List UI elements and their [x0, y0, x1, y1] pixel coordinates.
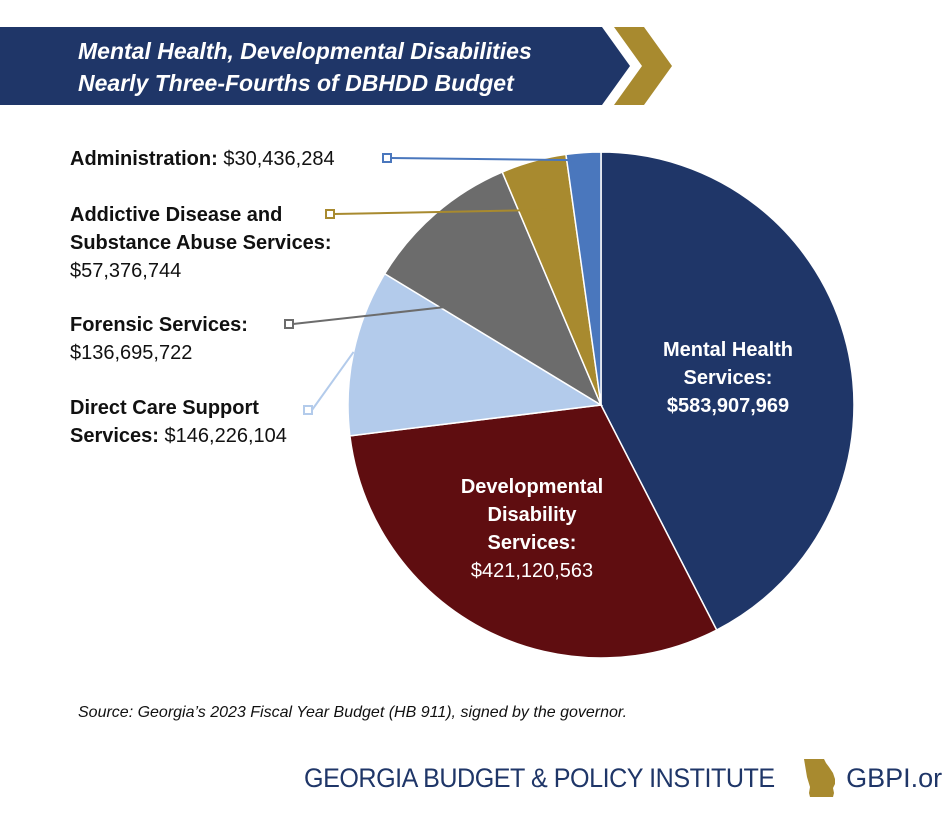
label-addictive-value: $57,376,744	[70, 260, 182, 282]
title-line-2: Nearly Three-Fourths of DBHDD Budget	[78, 70, 514, 96]
label-mental-health-name-1: Mental Health	[662, 339, 794, 361]
leader-line-administration	[390, 157, 585, 162]
label-addictive-name-2: Substance Abuse Services:	[70, 232, 332, 254]
leader-line-addictive-disease	[333, 208, 548, 215]
pie-chart	[284, 151, 855, 659]
label-administration-name: Administration:	[70, 148, 218, 170]
label-developmental-disability: Developmental Disability Services: $421,…	[432, 473, 632, 585]
label-addictive-name-1: Addictive Disease and	[70, 204, 283, 226]
org-url: GBPI.org	[846, 762, 942, 793]
label-direct-care: Direct Care Support Services: $146,226,1…	[70, 394, 287, 450]
leader-marker-administration	[382, 153, 392, 163]
pie-slice-forensic	[383, 171, 603, 407]
leader-marker-forensic	[284, 319, 294, 329]
label-mental-health-value: $583,907,969	[666, 395, 790, 417]
leader-line-forensic	[292, 298, 511, 325]
label-forensic: Forensic Services: $136,695,722	[70, 311, 248, 367]
pie-slice-direct-care	[347, 272, 604, 437]
pie-slice-administration	[565, 151, 602, 406]
source-note: Source: Georgia’s 2023 Fiscal Year Budge…	[78, 704, 628, 721]
leader-marker-addictive-disease	[325, 209, 335, 219]
title-banner	[0, 27, 672, 105]
title-line-1: Mental Health, Developmental Disabilitie…	[78, 38, 532, 64]
georgia-state-icon	[804, 759, 836, 797]
label-administration: Administration: $30,436,284	[70, 145, 335, 173]
label-mental-health: Mental Health Services: $583,907,969	[628, 336, 828, 420]
pie-slice-mental-health	[600, 151, 855, 632]
label-forensic-name: Forensic Services:	[70, 314, 248, 336]
label-developmental-name-1: Developmental	[460, 476, 604, 498]
label-direct-care-name-1: Direct Care Support	[70, 397, 259, 419]
leader-line-direct-care	[311, 351, 355, 411]
leader-marker-direct-care	[303, 405, 313, 415]
footer-branding: GEORGIA BUDGET & POLICY INSTITUTE GBPI.o…	[304, 753, 942, 803]
pie-slice-developmental-disability	[349, 404, 718, 659]
label-developmental-name-2: Disability	[487, 504, 577, 526]
banner-background	[0, 27, 630, 105]
banner-chevron-icon	[614, 27, 672, 105]
label-administration-value: $30,436,284	[223, 148, 335, 170]
label-mental-health-name-2: Services:	[683, 367, 773, 389]
org-name: GEORGIA BUDGET & POLICY INSTITUTE	[304, 762, 775, 793]
label-direct-care-value: $146,226,104	[164, 425, 287, 447]
label-direct-care-name-2: Services:	[70, 425, 159, 447]
label-addictive-disease: Addictive Disease and Substance Abuse Se…	[70, 201, 332, 285]
label-developmental-name-3: Services:	[487, 532, 577, 554]
label-developmental-value: $421,120,563	[470, 560, 594, 582]
label-forensic-value: $136,695,722	[70, 342, 193, 364]
